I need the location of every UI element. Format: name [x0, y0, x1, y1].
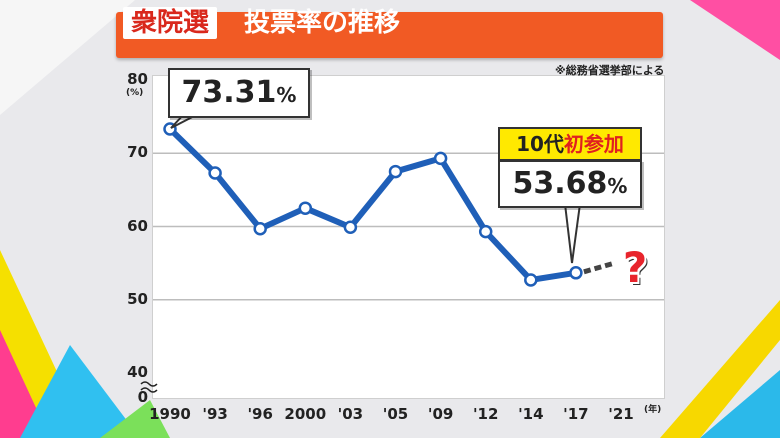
badge-prefix: 10代	[516, 132, 564, 156]
callout-first-value: 73.31%	[168, 68, 310, 118]
callout-first-number: 73.31	[181, 75, 277, 110]
data-point	[298, 201, 313, 215]
x-tick-label: '96	[247, 405, 273, 423]
callout-last-unit: %	[607, 174, 628, 198]
title-tag: 衆院選	[123, 7, 218, 39]
data-point	[388, 164, 403, 179]
chart-title: 投票率の推移	[244, 8, 401, 38]
data-point	[524, 273, 538, 287]
series-line	[167, 126, 579, 283]
y-tick-label: 80	[127, 70, 148, 88]
x-tick-label: '05	[382, 405, 409, 423]
x-tick-label: 1990	[149, 405, 191, 423]
y-tick-label: 50	[127, 289, 148, 308]
x-tick-label: '03	[337, 405, 364, 423]
data-point	[478, 224, 493, 239]
x-tick-label: '93	[202, 405, 228, 423]
callout-last-pointer	[564, 203, 581, 264]
data-point	[343, 220, 358, 234]
y-axis-unit: (%)	[126, 88, 144, 98]
x-tick-label: '17	[563, 405, 589, 423]
future-question-mark: ?	[622, 243, 648, 292]
callout-first-unit: %	[276, 83, 297, 107]
x-tick-label: '21	[608, 405, 634, 423]
callout-last-value: 53.68%	[498, 160, 642, 208]
y-tick-label: 0	[137, 388, 148, 406]
x-tick-label: '09	[427, 405, 454, 423]
badge-highlight: 初参加	[563, 132, 624, 156]
x-tick-label: '14	[518, 405, 544, 423]
data-point	[569, 266, 583, 280]
projection-dashed-line	[583, 261, 613, 275]
x-tick-label: '12	[472, 405, 499, 423]
callout-last-number: 53.68	[512, 166, 608, 201]
data-point	[433, 151, 448, 166]
x-axis-unit: (年)	[644, 405, 662, 415]
y-tick-label: 70	[127, 143, 148, 162]
source-note: ※総務省選挙部による	[555, 64, 665, 77]
teen-first-vote-badge: 10代初参加	[498, 127, 642, 161]
y-tick-label: 60	[127, 216, 148, 235]
axis-break-icon	[140, 381, 158, 393]
x-tick-label: 2000	[284, 405, 327, 423]
y-tick-label: 40	[127, 363, 148, 381]
data-point	[208, 166, 222, 180]
data-point	[253, 221, 267, 236]
